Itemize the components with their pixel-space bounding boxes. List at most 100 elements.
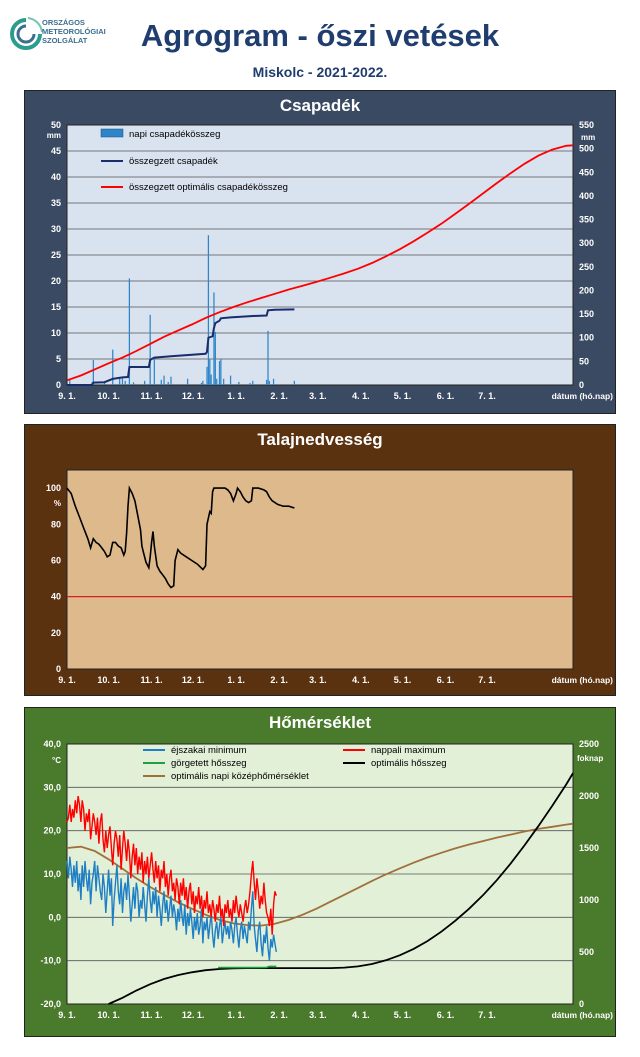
logo-text: ORSZÁGOS METEOROLÓGIAI SZOLGÁLAT <box>42 18 106 45</box>
y-left-tick-label: 35 <box>51 198 61 208</box>
x-tick-label: 3. 1. <box>309 391 327 401</box>
x-tick-label: 9. 1. <box>58 1010 76 1020</box>
precip-bar <box>249 382 251 385</box>
x-tick-label: 7. 1. <box>478 391 496 401</box>
precip-bar <box>206 366 208 385</box>
y-left-tick-label: -20,0 <box>40 999 61 1009</box>
y-right-tick-label: 0 <box>579 380 584 390</box>
y-left-unit: °C <box>52 756 61 765</box>
precip-bar <box>124 380 126 385</box>
y-left-tick-label: 10 <box>51 328 61 338</box>
optimal-precip-line <box>66 144 574 382</box>
precipitation-panel: Csapadék 9. 1. 10. 1. 11. 1. 12. 1. 1. 1. 2. … <box>24 90 616 414</box>
x-tick-label: 7. 1. <box>478 1010 496 1020</box>
x-tick-label: 11. 1. <box>141 675 163 685</box>
soil-moisture-chart: 9. 1. 10. 1. 11. 1. 12. 1. 1. 1. 2. 1. 3. 1. 4.… <box>46 469 614 685</box>
temperature-series-line <box>66 856 277 961</box>
x-tick-label: 4. 1. <box>352 391 370 401</box>
x-tick-label: 9. 1. <box>58 675 76 685</box>
precip-bar <box>220 359 222 385</box>
precip-bar <box>92 360 94 385</box>
temperature-series-line <box>108 772 574 1005</box>
plot-area <box>66 469 574 670</box>
legend-label: éjszakai minimum <box>171 745 247 756</box>
temperature-series-line <box>66 795 277 935</box>
x-axis-label: dátum (hó.nap) <box>552 675 614 685</box>
chart-title: Csapadék <box>279 96 361 115</box>
y-right-unit: mm <box>581 133 595 142</box>
precipitation-chart: 9. 1. 10. 1. 11. 1. 12. 1. 1. 1. 2. 1. 3. 1. 4.… <box>47 120 614 401</box>
x-tick-label: 1. 1. <box>227 1010 245 1020</box>
precip-bar <box>170 376 172 385</box>
precip-bar <box>132 382 135 385</box>
x-tick-label: 2. 1. <box>270 675 288 685</box>
precip-bar <box>207 235 210 385</box>
x-axis-label: dátum (hó.nap) <box>552 391 614 401</box>
temperature-series-line <box>66 822 574 927</box>
x-axis-label: dátum (hó.nap) <box>552 1010 614 1020</box>
y-left-unit: mm <box>47 131 61 140</box>
y-left-tick-label: 50 <box>51 120 61 130</box>
soil-moisture-panel: Talajnedvesség 9. 1. 10. 1. 11. 1. 12. 1. 1.… <box>24 424 616 696</box>
precip-bar <box>293 380 295 385</box>
x-tick-label: 11. 1. <box>141 391 163 401</box>
omsz-logo-icon <box>10 17 43 50</box>
precip-bar <box>238 381 240 385</box>
y-right-unit: foknap <box>577 754 603 763</box>
page-subtitle: Miskolc - 2021-2022. <box>252 64 388 80</box>
y-right-tick-label: 2500 <box>579 739 599 749</box>
cumulative-precip-line <box>67 308 295 386</box>
x-tick-label: 6. 1. <box>437 675 455 685</box>
y-left-tick-label: 40 <box>51 172 61 182</box>
precip-bar <box>128 278 131 385</box>
precip-bar <box>153 357 155 385</box>
precip-bar <box>267 330 269 385</box>
legend-swatch <box>100 128 124 138</box>
logo-line: SZOLGÁLAT <box>42 36 88 45</box>
x-tick-label: 10. 1. <box>97 1010 120 1020</box>
y-left-tick-label: 30 <box>51 224 61 234</box>
precip-bar <box>202 380 204 385</box>
x-tick-label: 10. 1. <box>97 675 120 685</box>
y-left-tick-label: 20 <box>51 276 61 286</box>
legend-label: nappali maximum <box>371 745 446 756</box>
y-right-tick-label: 1000 <box>579 895 599 905</box>
precip-bar <box>163 375 165 385</box>
y-tick-label: 0 <box>56 664 61 674</box>
x-tick-label: 12. 1. <box>182 675 205 685</box>
precip-bar <box>167 381 169 385</box>
precip-bar <box>223 378 225 385</box>
chart-title: Talajnedvesség <box>257 430 383 449</box>
y-left-tick-label: 30,0 <box>43 782 61 792</box>
logo-line: ORSZÁGOS <box>42 18 85 27</box>
x-tick-label: 12. 1. <box>182 391 205 401</box>
soil-moisture-line <box>66 485 295 589</box>
x-tick-label: 4. 1. <box>352 675 370 685</box>
temperature-series-line <box>218 965 277 969</box>
precip-bar <box>252 380 254 385</box>
x-tick-label: 3. 1. <box>309 675 327 685</box>
precip-bar <box>200 382 203 385</box>
y-right-tick-label: 1500 <box>579 843 599 853</box>
y-left-tick-label: -10,0 <box>40 956 61 966</box>
y-right-tick-label: 550 <box>579 120 594 130</box>
y-left-tick-label: 40,0 <box>43 739 61 749</box>
y-left-tick-label: 15 <box>51 302 61 312</box>
precip-bar <box>213 292 215 385</box>
precip-bar <box>216 378 218 385</box>
precip-bar <box>69 378 71 385</box>
y-tick-label: 80 <box>51 519 61 529</box>
x-tick-label: 2. 1. <box>270 391 288 401</box>
x-tick-label: 6. 1. <box>437 391 455 401</box>
y-tick-label: 100 <box>46 483 61 493</box>
x-tick-label: 5. 1. <box>394 675 412 685</box>
legend-label: optimális napi középhőmérséklet <box>171 771 309 782</box>
precip-bar <box>186 378 189 385</box>
precip-bar <box>268 380 271 385</box>
y-right-tick-label: 250 <box>579 262 594 272</box>
header: ORSZÁGOS METEOROLÓGIAI SZOLGÁLAT Agrogra… <box>0 0 640 86</box>
y-right-tick-label: 500 <box>579 947 594 957</box>
x-tick-label: 1. 1. <box>227 675 245 685</box>
y-unit: % <box>54 499 61 508</box>
y-right-tick-label: 400 <box>579 191 594 201</box>
